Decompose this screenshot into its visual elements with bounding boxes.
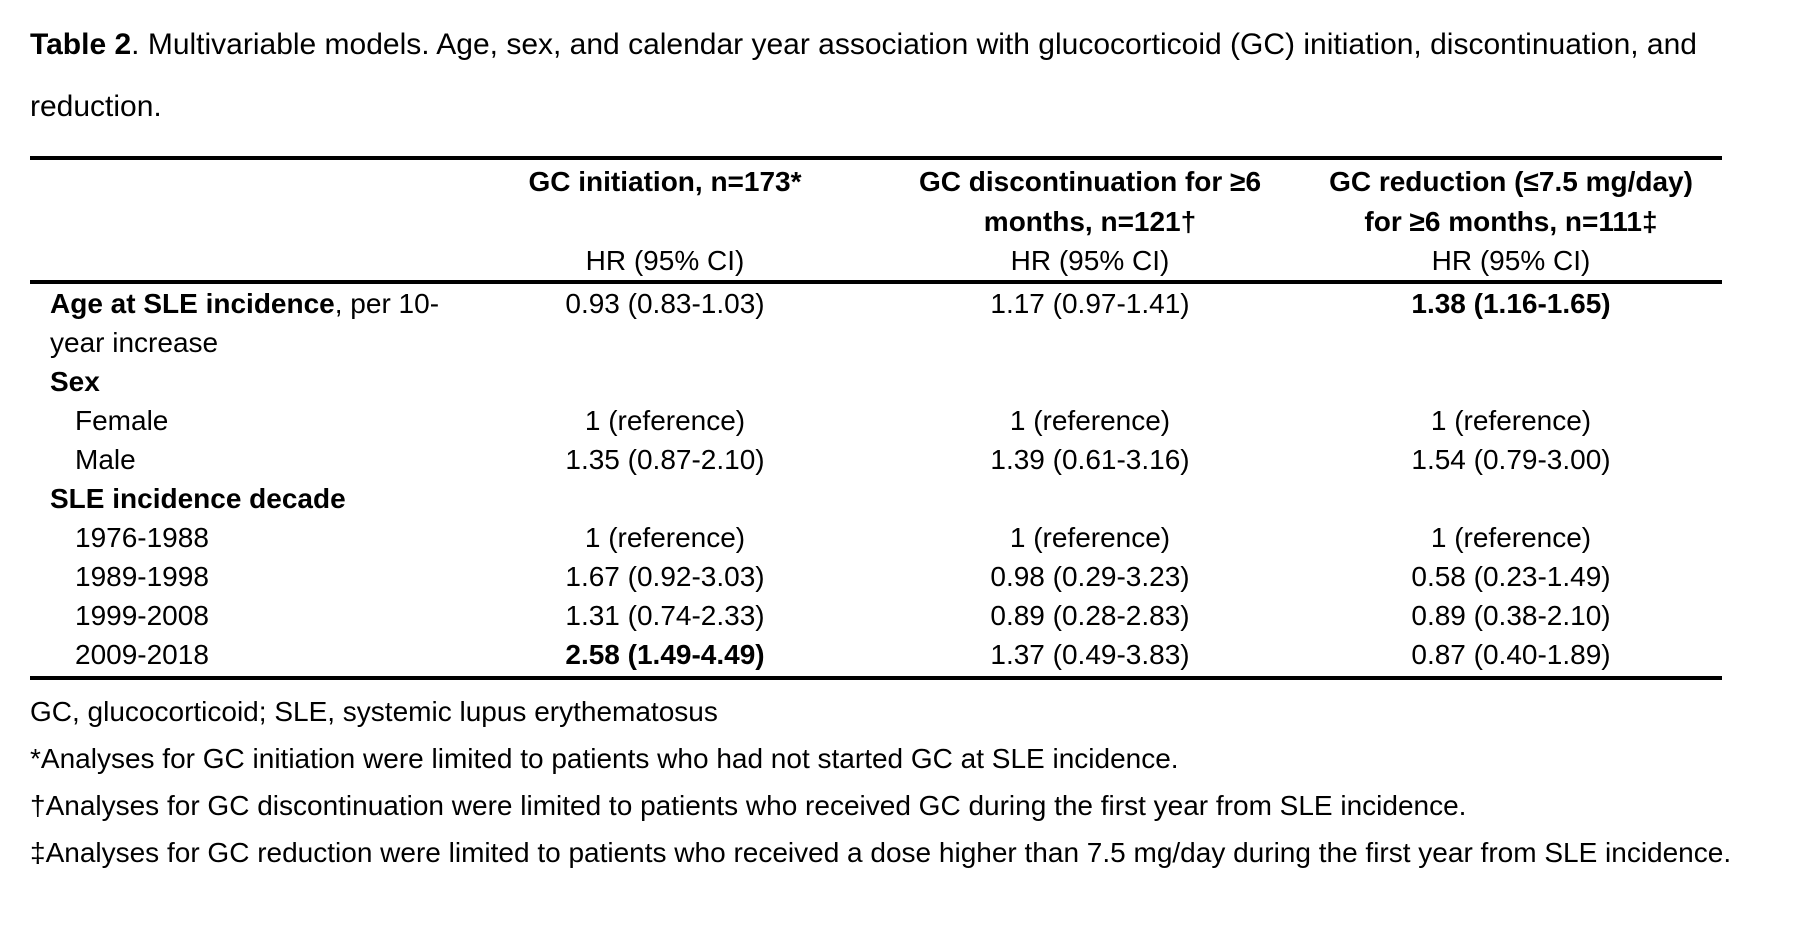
column-title: GC reduction (≤7.5 mg/day) for ≥6 months… [1329,166,1693,237]
column-subtitle: HR (95% CI) [1431,245,1591,276]
header-row: GC initiation, n=173* HR (95% CI) GC dis… [30,158,1722,284]
row-label-rest: 2009-2018 [75,639,209,670]
column-header-gc-discontinuation: GC discontinuation for ≥6 months, n=121†… [880,158,1300,284]
cell-value: 0.89 (0.38-2.10) [1411,600,1611,631]
footnote-initiation: *Analyses for GC initiation were limited… [30,743,1179,774]
cell-value [1300,362,1722,401]
cell-value: 0.98 (0.29-3.23) [990,561,1190,592]
header-cell-empty [30,158,450,284]
footnote-reduction: ‡Analyses for GC reduction were limited … [30,837,1732,868]
table-row-1999-2008: 1999-2008 1.31 (0.74-2.33) 0.89 (0.28-2.… [30,596,1722,635]
table-row-2009-2018: 2009-2018 2.58 (1.49-4.49) 1.37 (0.49-3.… [30,635,1722,678]
row-label: 1989-1998 [30,557,450,596]
table-row-male: Male 1.35 (0.87-2.10) 1.39 (0.61-3.16) 1… [30,440,1722,479]
cell-value: 1.17 (0.97-1.41) [990,288,1190,319]
table-caption: . Multivariable models. Age, sex, and ca… [30,28,1697,123]
cell-value [880,362,1300,401]
cell-value: 1.39 (0.61-3.16) [990,444,1190,475]
row-label-bold: Age at SLE incidence [50,288,335,319]
table-row-decade-group: SLE incidence decade [30,479,1722,518]
cell-value: 1.35 (0.87-2.10) [565,444,765,475]
row-label-rest: 1989-1998 [75,561,209,592]
cell-value: 1 (reference) [1430,522,1592,553]
cell-value: 0.89 (0.28-2.83) [990,600,1190,631]
cell-value: 1.31 (0.74-2.33) [565,600,765,631]
cell-value: 0.93 (0.83-1.03) [565,288,765,319]
cell-value [450,362,880,401]
row-label: Age at SLE incidence, per 10-year increa… [30,282,450,362]
row-label: 2009-2018 [30,635,450,678]
row-label-rest: 1976-1988 [75,522,209,553]
row-label: Female [30,401,450,440]
column-subtitle: HR (95% CI) [585,245,745,276]
row-label-bold: Sex [50,366,100,397]
results-table: GC initiation, n=173* HR (95% CI) GC dis… [30,156,1722,680]
table-row-female: Female 1 (reference) 1 (reference) 1 (re… [30,401,1722,440]
column-header-gc-reduction: GC reduction (≤7.5 mg/day) for ≥6 months… [1300,158,1722,284]
cell-value: 0.87 (0.40-1.89) [1411,639,1611,670]
row-label: Male [30,440,450,479]
page-title: Table 2. Multivariable models. Age, sex,… [30,14,1750,138]
row-label: SLE incidence decade [30,479,450,518]
row-label: 1999-2008 [30,596,450,635]
row-label-rest: , per 10-year increase [50,288,440,358]
cell-value [880,479,1300,518]
cell-value: 1.37 (0.49-3.83) [990,639,1190,670]
cell-value [450,479,880,518]
row-label-rest: Male [75,444,136,475]
table-row-sex-group: Sex [30,362,1722,401]
row-label: 1976-1988 [30,518,450,557]
cell-value [1300,479,1722,518]
cell-value: 1 (reference) [1009,405,1171,436]
row-label-rest: 1999-2008 [75,600,209,631]
table-number-label: Table 2 [30,28,132,61]
column-title: GC discontinuation for ≥6 months, n=121† [918,166,1262,237]
cell-value: 1 (reference) [584,405,746,436]
cell-value: 1 (reference) [1430,405,1592,436]
cell-value: 0.58 (0.23-1.49) [1411,561,1611,592]
row-label-bold: SLE incidence decade [50,483,346,514]
cell-value: 1 (reference) [584,522,746,553]
cell-value: 1.54 (0.79-3.00) [1411,444,1611,475]
table-row-age: Age at SLE incidence, per 10-year increa… [30,282,1722,362]
table-row-1989-1998: 1989-1998 1.67 (0.92-3.03) 0.98 (0.29-3.… [30,557,1722,596]
row-label: Sex [30,362,450,401]
column-subtitle: HR (95% CI) [1010,245,1170,276]
cell-value: 1.38 (1.16-1.65) [1411,288,1611,319]
cell-value: 1.67 (0.92-3.03) [565,561,765,592]
cell-value: 1 (reference) [1009,522,1171,553]
cell-value: 2.58 (1.49-4.49) [565,639,765,670]
footnotes: GC, glucocorticoid; SLE, systemic lupus … [30,688,1770,876]
row-label-rest: Female [75,405,169,436]
column-header-gc-initiation: GC initiation, n=173* HR (95% CI) [450,158,880,284]
footnote-discontinuation: †Analyses for GC discontinuation were li… [30,790,1467,821]
footnote-abbreviations: GC, glucocorticoid; SLE, systemic lupus … [30,696,718,727]
document-page: Table 2. Multivariable models. Age, sex,… [30,14,1770,876]
column-title: GC initiation, n=173* [528,166,802,197]
table-row-1976-1988: 1976-1988 1 (reference) 1 (reference) 1 … [30,518,1722,557]
